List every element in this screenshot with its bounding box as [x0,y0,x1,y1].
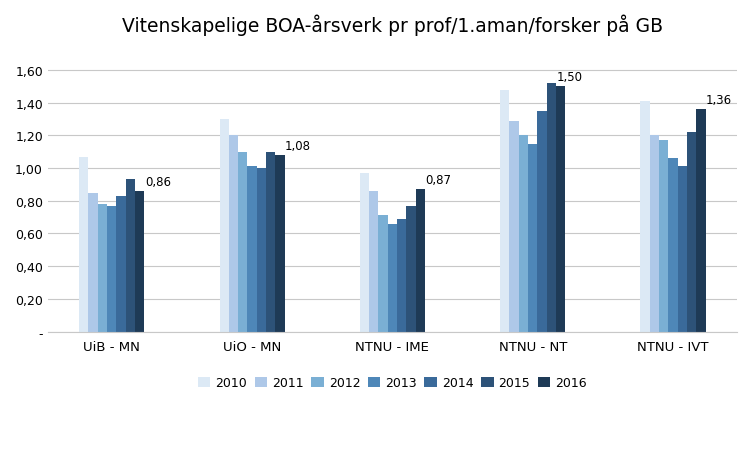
Bar [256,169,266,332]
Legend: 2010, 2011, 2012, 2013, 2014, 2015, 2016: 2010, 2011, 2012, 2013, 2014, 2015, 2016 [193,371,592,394]
Bar [388,224,397,332]
Bar [696,110,705,332]
Text: 1,50: 1,50 [556,71,583,84]
Bar [416,190,425,332]
Bar [266,152,275,332]
Text: 0,86: 0,86 [145,175,171,189]
Title: Vitenskapelige BOA-årsverk pr prof/1.aman/forsker på GB: Vitenskapelige BOA-årsverk pr prof/1.ama… [122,15,663,37]
Bar [397,219,406,332]
Bar [107,206,117,332]
Bar [89,193,98,332]
Bar [378,216,388,332]
Text: 1,08: 1,08 [285,140,311,153]
Bar [669,159,678,332]
Bar [126,180,135,332]
Bar [519,136,528,332]
Bar [528,144,538,332]
Bar [509,121,519,332]
Bar [500,90,509,332]
Bar [687,133,696,332]
Bar [238,152,247,332]
Bar [406,206,416,332]
Bar [547,84,556,332]
Bar [659,141,669,332]
Bar [650,136,659,332]
Bar [275,156,285,332]
Bar [556,87,566,332]
Bar [220,120,229,332]
Bar [98,205,107,332]
Bar [678,167,687,332]
Bar [247,167,256,332]
Bar [135,192,144,332]
Bar [117,197,126,332]
Bar [359,174,369,332]
Bar [79,157,89,332]
Bar [229,136,238,332]
Text: 0,87: 0,87 [426,174,451,187]
Bar [641,102,650,332]
Text: 1,36: 1,36 [706,94,732,107]
Bar [538,111,547,332]
Bar [369,192,378,332]
